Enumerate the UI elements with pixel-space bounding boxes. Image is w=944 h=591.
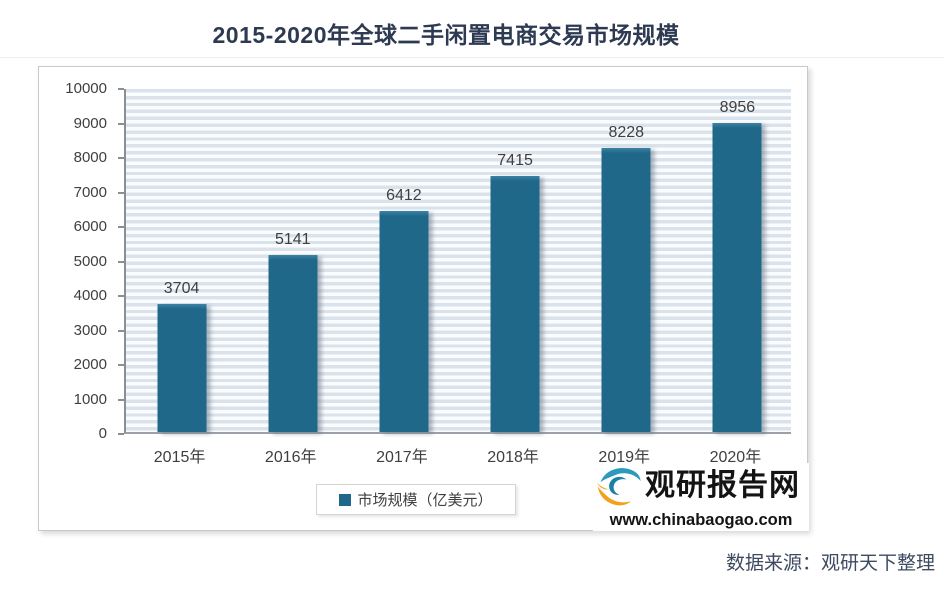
bar-slot: 3704 <box>126 89 237 432</box>
y-tick-mark <box>118 260 124 263</box>
x-tick-label: 2020年 <box>709 449 762 466</box>
chart-title: 2015-2020年全球二手闲置电商交易市场规模 <box>212 22 680 48</box>
y-tick-label: 10000 <box>65 80 107 97</box>
y-tick-label: 6000 <box>73 218 107 235</box>
y-tick-label: 2000 <box>73 356 107 373</box>
x-tick-label: 2016年 <box>264 449 317 466</box>
legend: 市场规模（亿美元） <box>316 484 516 515</box>
y-tick-mark <box>118 157 124 159</box>
y-tick-mark <box>118 122 124 125</box>
bar-value-label: 3704 <box>163 280 200 298</box>
x-tick-label: 2018年 <box>487 449 539 466</box>
y-tick-mark <box>118 226 124 228</box>
x-tick-label: 2019年 <box>598 449 651 466</box>
bar <box>490 176 540 432</box>
bar-slot: 8228 <box>571 89 682 432</box>
y-tick-mark <box>118 88 124 90</box>
brand-watermark: 观研报告网 www.chinabaogao.com <box>593 463 809 531</box>
bar <box>268 254 318 432</box>
bar-value-label: 7415 <box>497 152 533 170</box>
bar-slot: 6412 <box>348 89 459 432</box>
y-tick-label: 9000 <box>73 114 107 132</box>
chart-panel: 3704 5141 6412 7415 8228 8956 市场规模（亿美元） 观研报告网… <box>38 66 809 531</box>
brand-logo-icon <box>596 468 641 506</box>
legend-label: 市场规模（亿美元） <box>357 492 493 509</box>
bar-slot: 7415 <box>460 89 571 432</box>
y-tick-mark <box>118 329 124 332</box>
bar-value-label: 8228 <box>608 124 645 142</box>
plot-area: 3704 5141 6412 7415 8228 8956 <box>124 89 791 434</box>
brand-name: 观研报告网 <box>645 469 800 502</box>
bar <box>712 123 762 432</box>
y-tick-mark <box>118 364 124 366</box>
bar-value-label: 5141 <box>274 230 311 248</box>
y-tick-label: 3000 <box>73 321 107 339</box>
bar-slot: 8956 <box>682 89 793 432</box>
bar <box>601 148 651 432</box>
top-divider <box>0 57 944 58</box>
brand-url: www.chinabaogao.com <box>609 510 793 529</box>
y-tick-label: 5000 <box>73 252 107 270</box>
bar-value-label: 8956 <box>719 99 756 117</box>
y-tick-label: 4000 <box>73 287 107 304</box>
y-tick-mark <box>118 398 124 401</box>
y-tick-mark <box>118 295 124 297</box>
bar-slot: 5141 <box>237 89 348 432</box>
y-tick-label: 8000 <box>73 149 107 166</box>
y-tick-label: 0 <box>98 425 107 442</box>
data-source-note: 数据来源：观研天下整理 <box>725 553 935 574</box>
y-tick-label: 1000 <box>73 390 107 408</box>
bar <box>157 304 207 432</box>
legend-swatch-icon <box>339 493 352 506</box>
x-tick-label: 2017年 <box>376 449 428 466</box>
y-tick-label: 7000 <box>73 183 107 201</box>
bar-value-label: 6412 <box>386 186 422 204</box>
x-tick-label: 2015年 <box>153 449 206 466</box>
bar <box>379 210 429 432</box>
y-tick-mark <box>118 433 124 435</box>
y-tick-mark <box>118 191 124 194</box>
